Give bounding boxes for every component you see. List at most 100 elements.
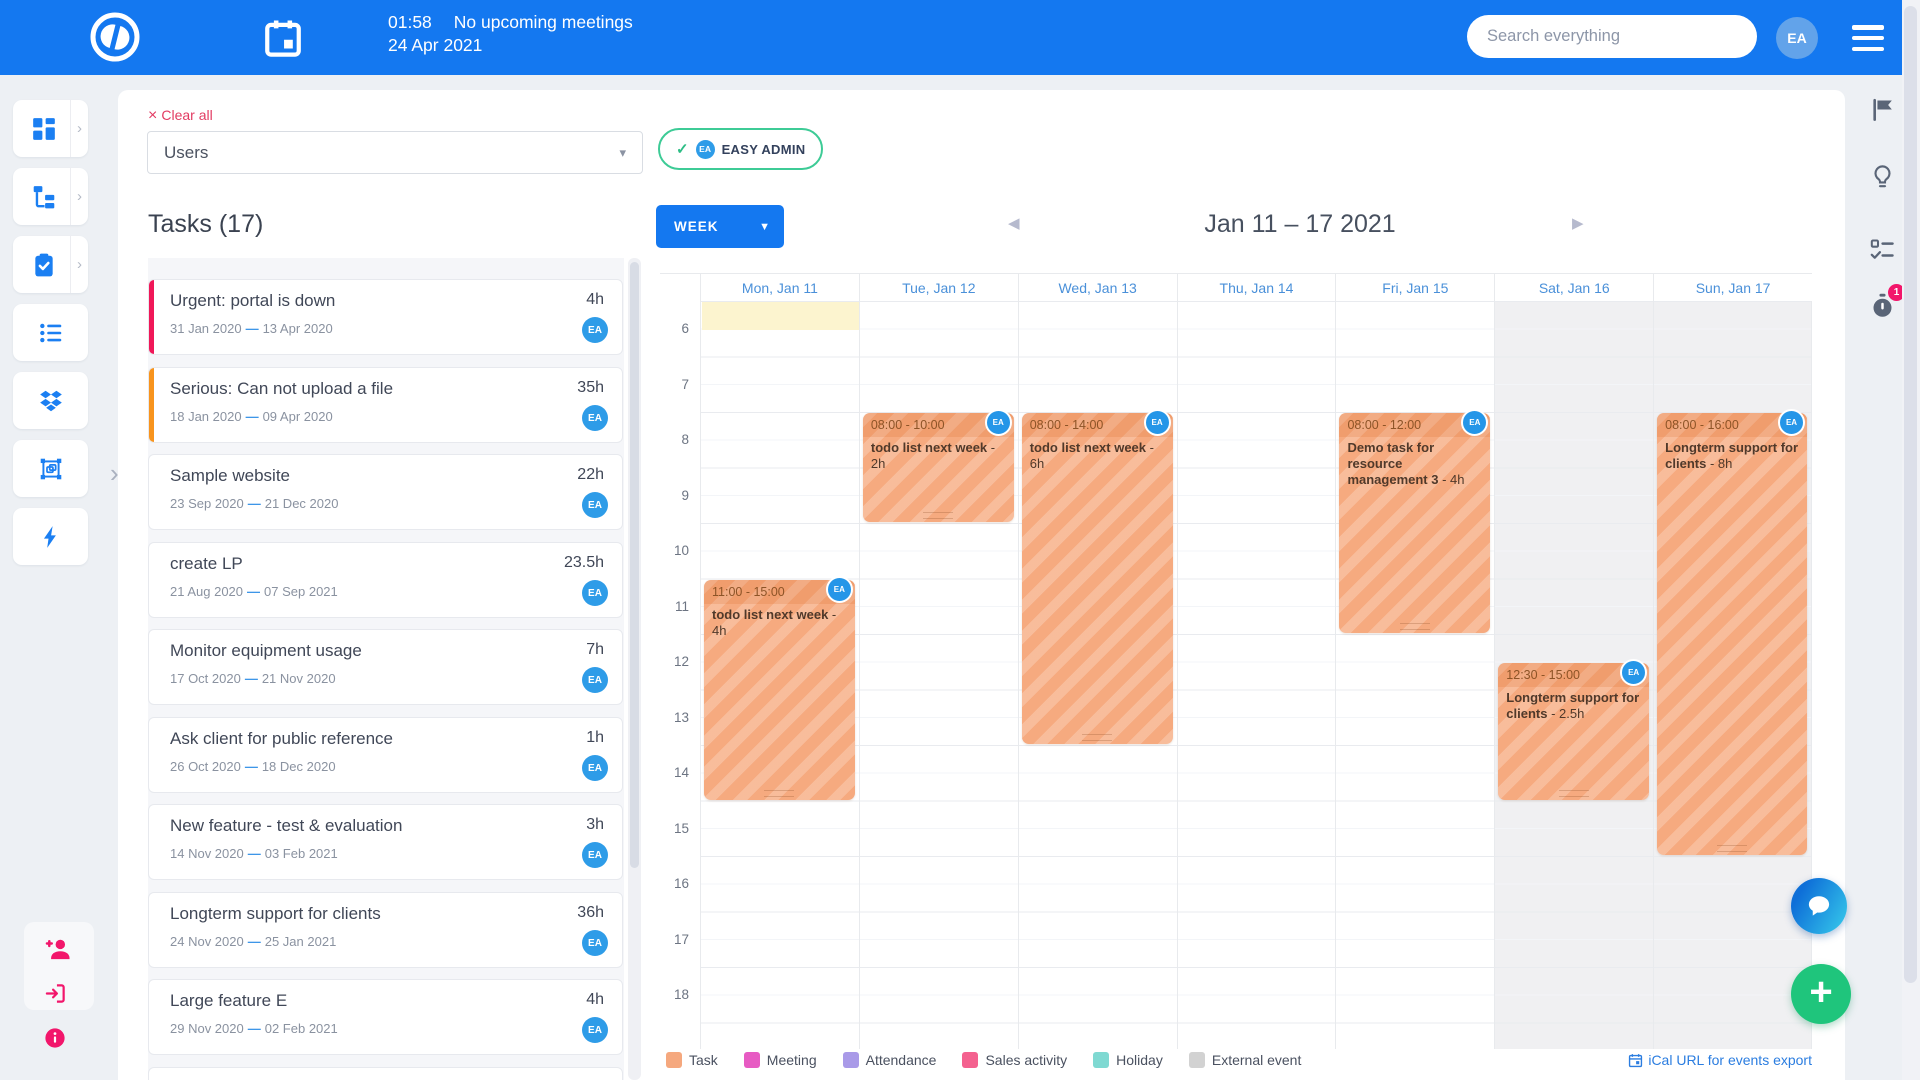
- sidebar-item-lightning[interactable]: [13, 508, 88, 565]
- day-header[interactable]: Sun, Jan 17: [1653, 274, 1812, 301]
- event-resize-handle[interactable]: [923, 512, 954, 519]
- app-logo-icon[interactable]: [88, 10, 142, 64]
- dashboard-icon: [33, 117, 55, 140]
- day-column[interactable]: 08:00 - 16:00 EA Longterm support for clie…: [1653, 301, 1813, 1049]
- calendar-event[interactable]: 08:00 - 10:00 EA todo list next week - 2h: [862, 409, 1014, 522]
- hour-label: 7: [681, 376, 689, 392]
- sidebar-item-artboard[interactable]: [13, 440, 88, 497]
- calendar-icon[interactable]: [262, 17, 304, 59]
- user-filter-chip[interactable]: ✓ EA EASY ADMIN: [658, 128, 824, 170]
- sidebar-item-project-tree[interactable]: ›: [13, 168, 88, 225]
- artboard-icon: [40, 458, 61, 479]
- task-card[interactable]: Monitor equipment usage 17 Oct 2020—21 No…: [148, 629, 623, 705]
- hour-label: 9: [681, 487, 689, 503]
- hour-label: 8: [681, 432, 689, 448]
- stopwatch-button[interactable]: [1869, 292, 1896, 319]
- legend-label: Sales activity: [985, 1052, 1068, 1068]
- calendar-event[interactable]: 08:00 - 12:00 EA Demo task for resource ma…: [1339, 409, 1491, 633]
- clear-all-button[interactable]: × Clear all: [148, 107, 213, 124]
- task-date-range: 23 Sep 2020—21 Dec 2020: [170, 496, 339, 511]
- page-scrollbar-thumb[interactable]: [1904, 6, 1917, 983]
- task-card[interactable]: Sample website 23 Sep 2020—21 Dec 2020 22h…: [148, 454, 623, 530]
- day-header[interactable]: Mon, Jan 11: [700, 274, 859, 301]
- day-column[interactable]: 11:00 - 15:00 EA todo list next week - 4h: [700, 301, 859, 1049]
- info-button[interactable]: [44, 1027, 66, 1054]
- hour-label: 6: [681, 321, 689, 337]
- group-by-select[interactable]: Users ▾: [147, 131, 643, 174]
- sidebar-expand-chevron-icon[interactable]: ›: [110, 458, 119, 488]
- sidebar-item-tasks-clipboard[interactable]: ›: [13, 236, 88, 293]
- flag-button[interactable]: [1869, 96, 1896, 123]
- next-week-button[interactable]: ▶: [1572, 215, 1584, 232]
- search-input[interactable]: [1467, 15, 1757, 58]
- day-column[interactable]: 12:30 - 15:00 EA Longterm support for clie…: [1494, 301, 1654, 1049]
- user-avatar[interactable]: EA: [1776, 17, 1818, 59]
- prev-week-button[interactable]: ◀: [1008, 215, 1020, 232]
- event-title: Demo task for resource management 3 - 4h: [1347, 440, 1465, 487]
- chat-button[interactable]: [1791, 878, 1847, 934]
- calendar-event[interactable]: 08:00 - 14:00 EA todo list next week - 6h: [1021, 409, 1173, 744]
- login-button[interactable]: [44, 982, 67, 1010]
- task-card[interactable]: Urgent: portal is down 31 Jan 2020—13 Apr…: [148, 279, 623, 355]
- meeting-status-text: No upcoming meetings: [453, 12, 633, 32]
- event-resize-handle[interactable]: [1399, 623, 1430, 630]
- day-column[interactable]: [1176, 301, 1336, 1049]
- calendar-event[interactable]: 08:00 - 16:00 EA Longterm support for clie…: [1657, 409, 1808, 855]
- task-card[interactable]: New feature - test & evaluation 14 Nov 20…: [148, 804, 623, 880]
- task-card[interactable]: Longterm support for clients 24 Nov 2020—…: [148, 892, 623, 968]
- add-user-button[interactable]: [44, 936, 71, 968]
- task-title: Longterm support for clients: [170, 904, 381, 923]
- task-card[interactable]: Serious: Can not upload a file 18 Jan 202…: [148, 367, 623, 443]
- task-card-partial[interactable]: [148, 1067, 623, 1080]
- task-card[interactable]: Large feature E 29 Nov 2020—02 Feb 2021 4h…: [148, 979, 623, 1055]
- flag-icon: [1873, 98, 1892, 121]
- sidebar-item-dashboard[interactable]: ›: [13, 100, 88, 157]
- sidebar-item-dropbox[interactable]: [13, 372, 88, 429]
- task-date-range: 18 Jan 2020—09 Apr 2020: [170, 409, 333, 424]
- event-avatar: EA: [1620, 658, 1648, 686]
- day-column[interactable]: 08:00 - 10:00 EA todo list next week - 2h: [858, 301, 1018, 1049]
- day-header[interactable]: Wed, Jan 13: [1017, 274, 1177, 301]
- day-header[interactable]: Tue, Jan 12: [858, 274, 1018, 301]
- task-hours: 3h: [586, 816, 604, 833]
- project-tree-icon: [33, 185, 55, 208]
- legend-swatch: [962, 1052, 979, 1068]
- day-column[interactable]: 08:00 - 14:00 EA todo list next week - 6h: [1017, 301, 1177, 1049]
- day-header[interactable]: Fri, Jan 15: [1335, 274, 1494, 301]
- task-assignee-avatar: EA: [582, 1017, 608, 1043]
- task-card[interactable]: create LP 21 Aug 2020—07 Sep 2021 23.5h EA: [148, 542, 623, 618]
- sidebar-item-bullet-list[interactable]: [13, 304, 88, 361]
- legend-swatch: [842, 1052, 859, 1068]
- day-header[interactable]: Thu, Jan 14: [1176, 274, 1336, 301]
- date-dash: —: [247, 934, 261, 949]
- hamburger-menu-icon[interactable]: [1852, 25, 1884, 51]
- event-resize-handle[interactable]: [1082, 734, 1113, 741]
- calendar-event[interactable]: 11:00 - 15:00 EA todo list next week - 4h: [704, 575, 855, 800]
- event-resize-handle[interactable]: [1558, 789, 1589, 797]
- lightbulb-button[interactable]: [1869, 163, 1896, 190]
- calendar-view-select[interactable]: WEEK ▼: [656, 205, 784, 248]
- checklist-button[interactable]: [1869, 236, 1896, 263]
- lightbulb-icon: [1874, 165, 1891, 188]
- calendar-event[interactable]: 12:30 - 15:00 EA Longterm support for clie…: [1498, 658, 1650, 800]
- priority-strip: [149, 280, 154, 354]
- task-title: Monitor equipment usage: [170, 641, 362, 660]
- chevron-down-icon: ▾: [619, 144, 626, 160]
- task-assignee-avatar: EA: [582, 580, 608, 606]
- task-card[interactable]: Ask client for public reference 26 Oct 20…: [148, 717, 623, 793]
- event-resize-handle[interactable]: [764, 789, 795, 797]
- meeting-status: 01:58 No upcoming meetings 24 Apr 2021: [388, 11, 633, 57]
- day-header[interactable]: Sat, Jan 16: [1494, 274, 1653, 301]
- ical-export-link[interactable]: iCal URL for events export: [1560, 1052, 1812, 1068]
- day-column[interactable]: 08:00 - 12:00 EA Demo task for resource ma…: [1335, 301, 1495, 1049]
- hour-label: 18: [673, 987, 689, 1003]
- tasks-scrollbar-thumb[interactable]: [630, 262, 639, 868]
- event-resize-handle[interactable]: [1717, 845, 1748, 852]
- date-range-title: Jan 11 – 17 2021: [1204, 210, 1396, 238]
- task-assignee-avatar: EA: [582, 317, 608, 343]
- date-dash: —: [245, 409, 259, 424]
- task-hours: 36h: [577, 904, 604, 921]
- add-button[interactable]: +: [1791, 964, 1851, 1024]
- chip-label: EASY ADMIN: [721, 141, 806, 157]
